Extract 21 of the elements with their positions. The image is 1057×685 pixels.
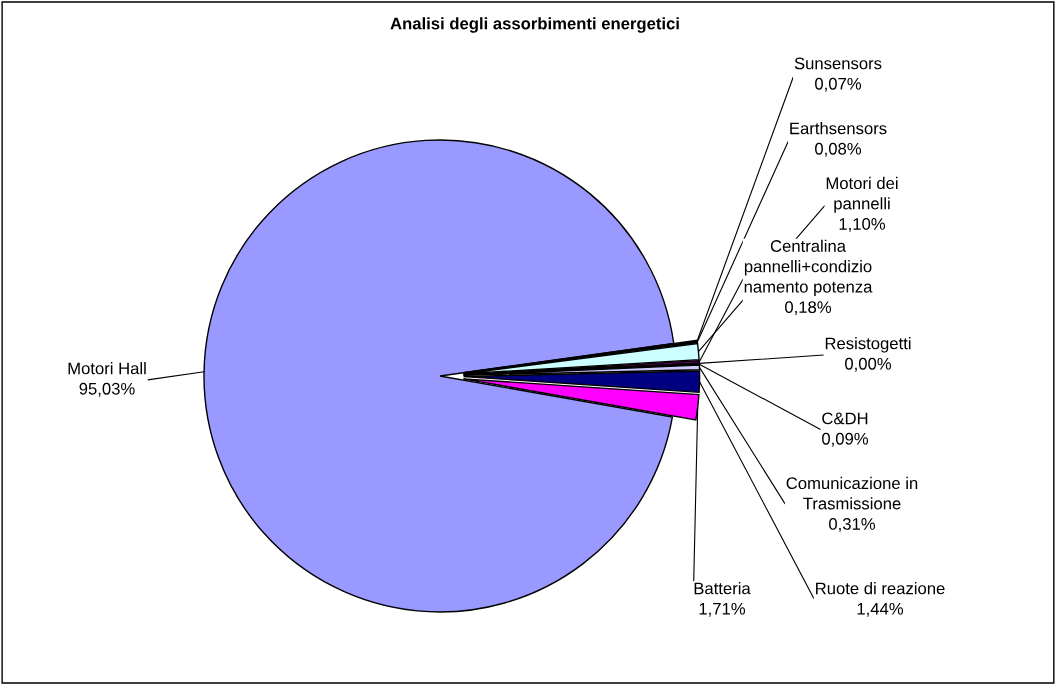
category-label: Resistogetti bbox=[825, 337, 911, 353]
data-label: 1,71% bbox=[699, 602, 746, 617]
data-label: 0,31% bbox=[829, 518, 876, 532]
slice-label: Comunicazione in Trasmissione bbox=[786, 476, 918, 510]
text: 0,00% bbox=[845, 357, 892, 372]
slice-label: Centralina pannelli+condizionamento potenza bbox=[744, 239, 873, 296]
slice-label: C&DH bbox=[822, 412, 868, 425]
slice-label: Motori Hall bbox=[68, 362, 146, 375]
slice-label: Motori dei pannelli bbox=[826, 176, 898, 213]
slice-label: Earthsensors bbox=[790, 122, 887, 135]
data-label: 1,10% bbox=[839, 218, 886, 232]
slice-label: Sunsensors bbox=[794, 57, 882, 70]
data-label: 95,03% bbox=[79, 382, 135, 397]
data-label: 0,08% bbox=[815, 142, 862, 157]
data-label: 0,09% bbox=[822, 432, 869, 447]
data-label: 0,07% bbox=[815, 77, 862, 92]
data-label: 0,18% bbox=[785, 301, 832, 315]
chart-title: Analisi degli assorbimenti energetici bbox=[390, 17, 679, 33]
slice-label: Ruote di reazione bbox=[816, 582, 945, 595]
slice-label: Batteria bbox=[694, 582, 751, 595]
data-label: 1,44% bbox=[857, 602, 904, 617]
